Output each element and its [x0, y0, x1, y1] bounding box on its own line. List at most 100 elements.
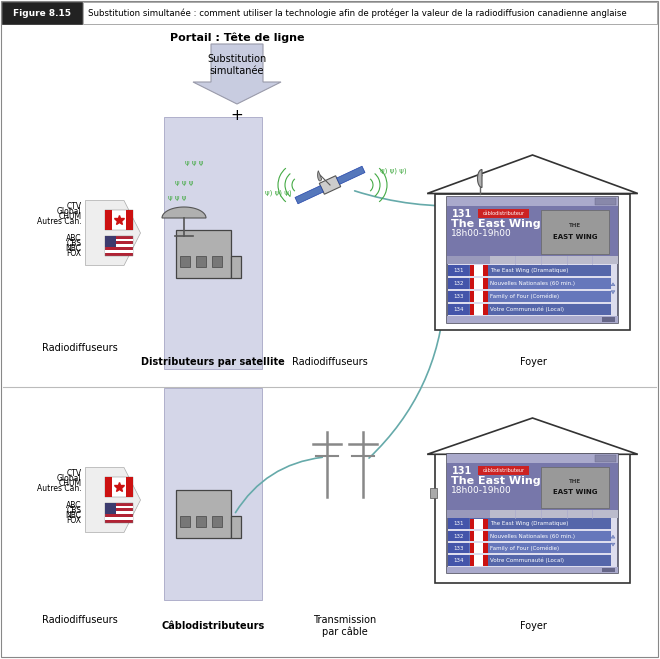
- Text: ABC: ABC: [66, 501, 81, 510]
- Polygon shape: [193, 44, 281, 104]
- Text: Autres Can.: Autres Can.: [37, 484, 81, 493]
- Polygon shape: [86, 200, 141, 266]
- Bar: [469, 266, 488, 276]
- Bar: [448, 291, 469, 302]
- Bar: [104, 477, 112, 498]
- Text: Transmission
par câble: Transmission par câble: [314, 615, 377, 637]
- Text: 131: 131: [452, 209, 473, 219]
- Text: The East Wing: The East Wing: [451, 476, 541, 486]
- Bar: [469, 278, 474, 289]
- Bar: [197, 256, 206, 267]
- Bar: [469, 304, 474, 315]
- Bar: [125, 477, 133, 498]
- Polygon shape: [86, 467, 141, 532]
- Bar: [447, 454, 618, 463]
- Bar: [469, 519, 474, 529]
- Bar: [469, 278, 488, 289]
- Polygon shape: [611, 283, 615, 286]
- Bar: [125, 210, 133, 230]
- Text: ψ ψ ψ: ψ ψ ψ: [175, 180, 193, 186]
- Text: CHUM: CHUM: [58, 212, 81, 221]
- Polygon shape: [427, 418, 638, 454]
- Text: EAST WING: EAST WING: [553, 490, 597, 496]
- Bar: [602, 317, 615, 322]
- Text: Autres Can.: Autres Can.: [37, 217, 81, 226]
- Text: 132: 132: [453, 281, 463, 286]
- Text: CHUM: CHUM: [58, 478, 81, 488]
- Text: CTV: CTV: [67, 202, 81, 211]
- Bar: [176, 490, 231, 538]
- Text: Votre Communauté (Local): Votre Communauté (Local): [490, 307, 564, 312]
- Bar: [448, 265, 469, 276]
- Text: 18h00-19h00: 18h00-19h00: [451, 229, 512, 239]
- Bar: [448, 555, 469, 565]
- Text: Radiodiffuseurs: Radiodiffuseurs: [292, 357, 368, 367]
- Text: NBC: NBC: [65, 511, 81, 520]
- Text: CTV: CTV: [67, 469, 81, 478]
- Text: 18h00-19h00: 18h00-19h00: [451, 486, 512, 495]
- Bar: [490, 510, 618, 518]
- Polygon shape: [611, 543, 615, 546]
- Text: ψ) ψ) ψ): ψ) ψ) ψ): [265, 190, 292, 196]
- Bar: [231, 517, 241, 538]
- Text: ψ) ψ) ψ): ψ) ψ) ψ): [380, 168, 407, 175]
- Bar: [448, 519, 469, 529]
- Text: Radiodiffuseurs: Radiodiffuseurs: [42, 615, 118, 625]
- Text: The East Wing: The East Wing: [451, 219, 541, 229]
- Bar: [448, 304, 469, 315]
- Bar: [448, 519, 611, 529]
- Bar: [104, 210, 112, 230]
- Bar: [104, 517, 133, 520]
- Text: 131: 131: [453, 268, 463, 273]
- Polygon shape: [477, 169, 482, 188]
- Text: The East Wing (Dramatique): The East Wing (Dramatique): [490, 521, 568, 527]
- Bar: [447, 256, 490, 264]
- Bar: [104, 210, 133, 230]
- Text: Substitution simultanée : comment utiliser la technologie afin de protéger la va: Substitution simultanée : comment utilis…: [88, 9, 627, 18]
- Bar: [483, 278, 488, 289]
- Bar: [337, 166, 365, 185]
- Text: Votre Communauté (Local): Votre Communauté (Local): [490, 558, 564, 563]
- Bar: [104, 250, 133, 253]
- Bar: [469, 531, 488, 541]
- Bar: [447, 197, 618, 323]
- Bar: [447, 567, 618, 573]
- Bar: [447, 197, 618, 206]
- Bar: [478, 209, 529, 218]
- Text: FOX: FOX: [67, 248, 81, 258]
- Bar: [164, 388, 262, 600]
- Bar: [164, 117, 262, 369]
- Polygon shape: [317, 171, 321, 181]
- Bar: [469, 556, 488, 565]
- Bar: [448, 555, 611, 565]
- Bar: [180, 517, 190, 527]
- Text: Family of Four (Comédie): Family of Four (Comédie): [490, 294, 559, 299]
- Bar: [469, 304, 488, 315]
- Bar: [447, 206, 618, 256]
- Bar: [231, 256, 241, 278]
- Text: Nouvelles Nationales (60 min.): Nouvelles Nationales (60 min.): [490, 534, 575, 538]
- Bar: [447, 510, 490, 518]
- Bar: [448, 265, 611, 276]
- Text: 131: 131: [452, 466, 473, 476]
- Text: FOX: FOX: [67, 516, 81, 525]
- Bar: [448, 291, 611, 302]
- Bar: [180, 256, 190, 267]
- Text: Distributeurs par satellite: Distributeurs par satellite: [141, 357, 285, 367]
- Bar: [176, 230, 231, 278]
- Bar: [541, 467, 609, 508]
- Polygon shape: [427, 155, 638, 194]
- Bar: [483, 531, 488, 541]
- Text: NBC: NBC: [65, 244, 81, 253]
- Bar: [295, 186, 323, 204]
- Text: EAST WING: EAST WING: [553, 235, 597, 241]
- Text: simultanée: simultanée: [210, 66, 264, 76]
- Text: Global: Global: [57, 474, 81, 483]
- Bar: [483, 291, 488, 302]
- Bar: [104, 236, 133, 256]
- Text: THE: THE: [569, 478, 581, 484]
- Bar: [469, 291, 474, 302]
- Bar: [483, 543, 488, 554]
- Bar: [447, 316, 618, 323]
- Bar: [448, 530, 611, 541]
